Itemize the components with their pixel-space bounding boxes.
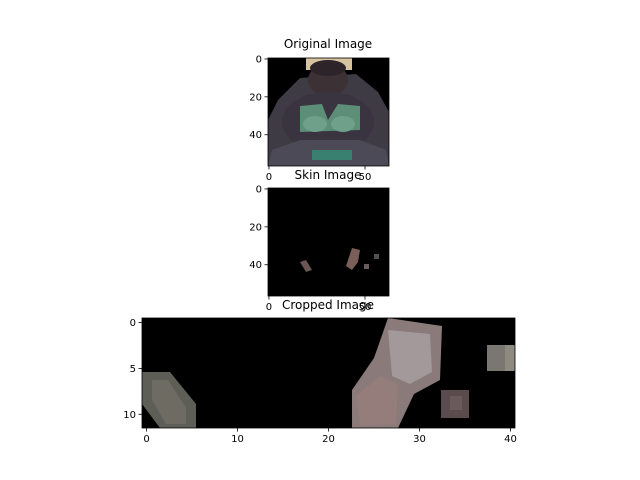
x-tick-label: 10 bbox=[231, 434, 244, 445]
skin-image-title: Skin Image bbox=[295, 168, 362, 182]
y-tick-label: 0 bbox=[256, 184, 262, 195]
y-tick-label: 10 bbox=[123, 410, 136, 421]
y-tick-label: 40 bbox=[249, 130, 262, 141]
skin-image-content bbox=[268, 188, 389, 296]
skin-image-panel: Skin Image 0 50 0 20 40 bbox=[249, 168, 390, 313]
y-tick-label: 40 bbox=[249, 260, 262, 271]
x-tick-label: 50 bbox=[359, 302, 372, 313]
x-tick-label: 20 bbox=[322, 434, 335, 445]
y-tick-label: 5 bbox=[130, 364, 136, 375]
y-tick-label: 0 bbox=[130, 318, 136, 329]
cropped-image-title: Cropped Image bbox=[282, 298, 374, 312]
y-tick-label: 20 bbox=[249, 92, 262, 103]
cropped-image-panel: Cropped Image 0 10 20 30 40 0 5 10 bbox=[123, 298, 517, 445]
x-tick-label: 0 bbox=[143, 434, 149, 445]
original-image-content bbox=[268, 58, 389, 166]
y-tick-label: 20 bbox=[249, 222, 262, 233]
x-tick-label: 30 bbox=[413, 434, 426, 445]
original-image-title: Original Image bbox=[284, 37, 372, 51]
x-tick-label: 0 bbox=[266, 172, 272, 183]
original-image-panel: Original Image 0 50 0 20 40 bbox=[249, 37, 390, 183]
x-tick-label: 0 bbox=[266, 302, 272, 313]
cropped-image-content bbox=[142, 318, 515, 428]
x-tick-label: 50 bbox=[359, 172, 372, 183]
y-tick-label: 0 bbox=[256, 54, 262, 65]
x-tick-label: 40 bbox=[504, 434, 517, 445]
